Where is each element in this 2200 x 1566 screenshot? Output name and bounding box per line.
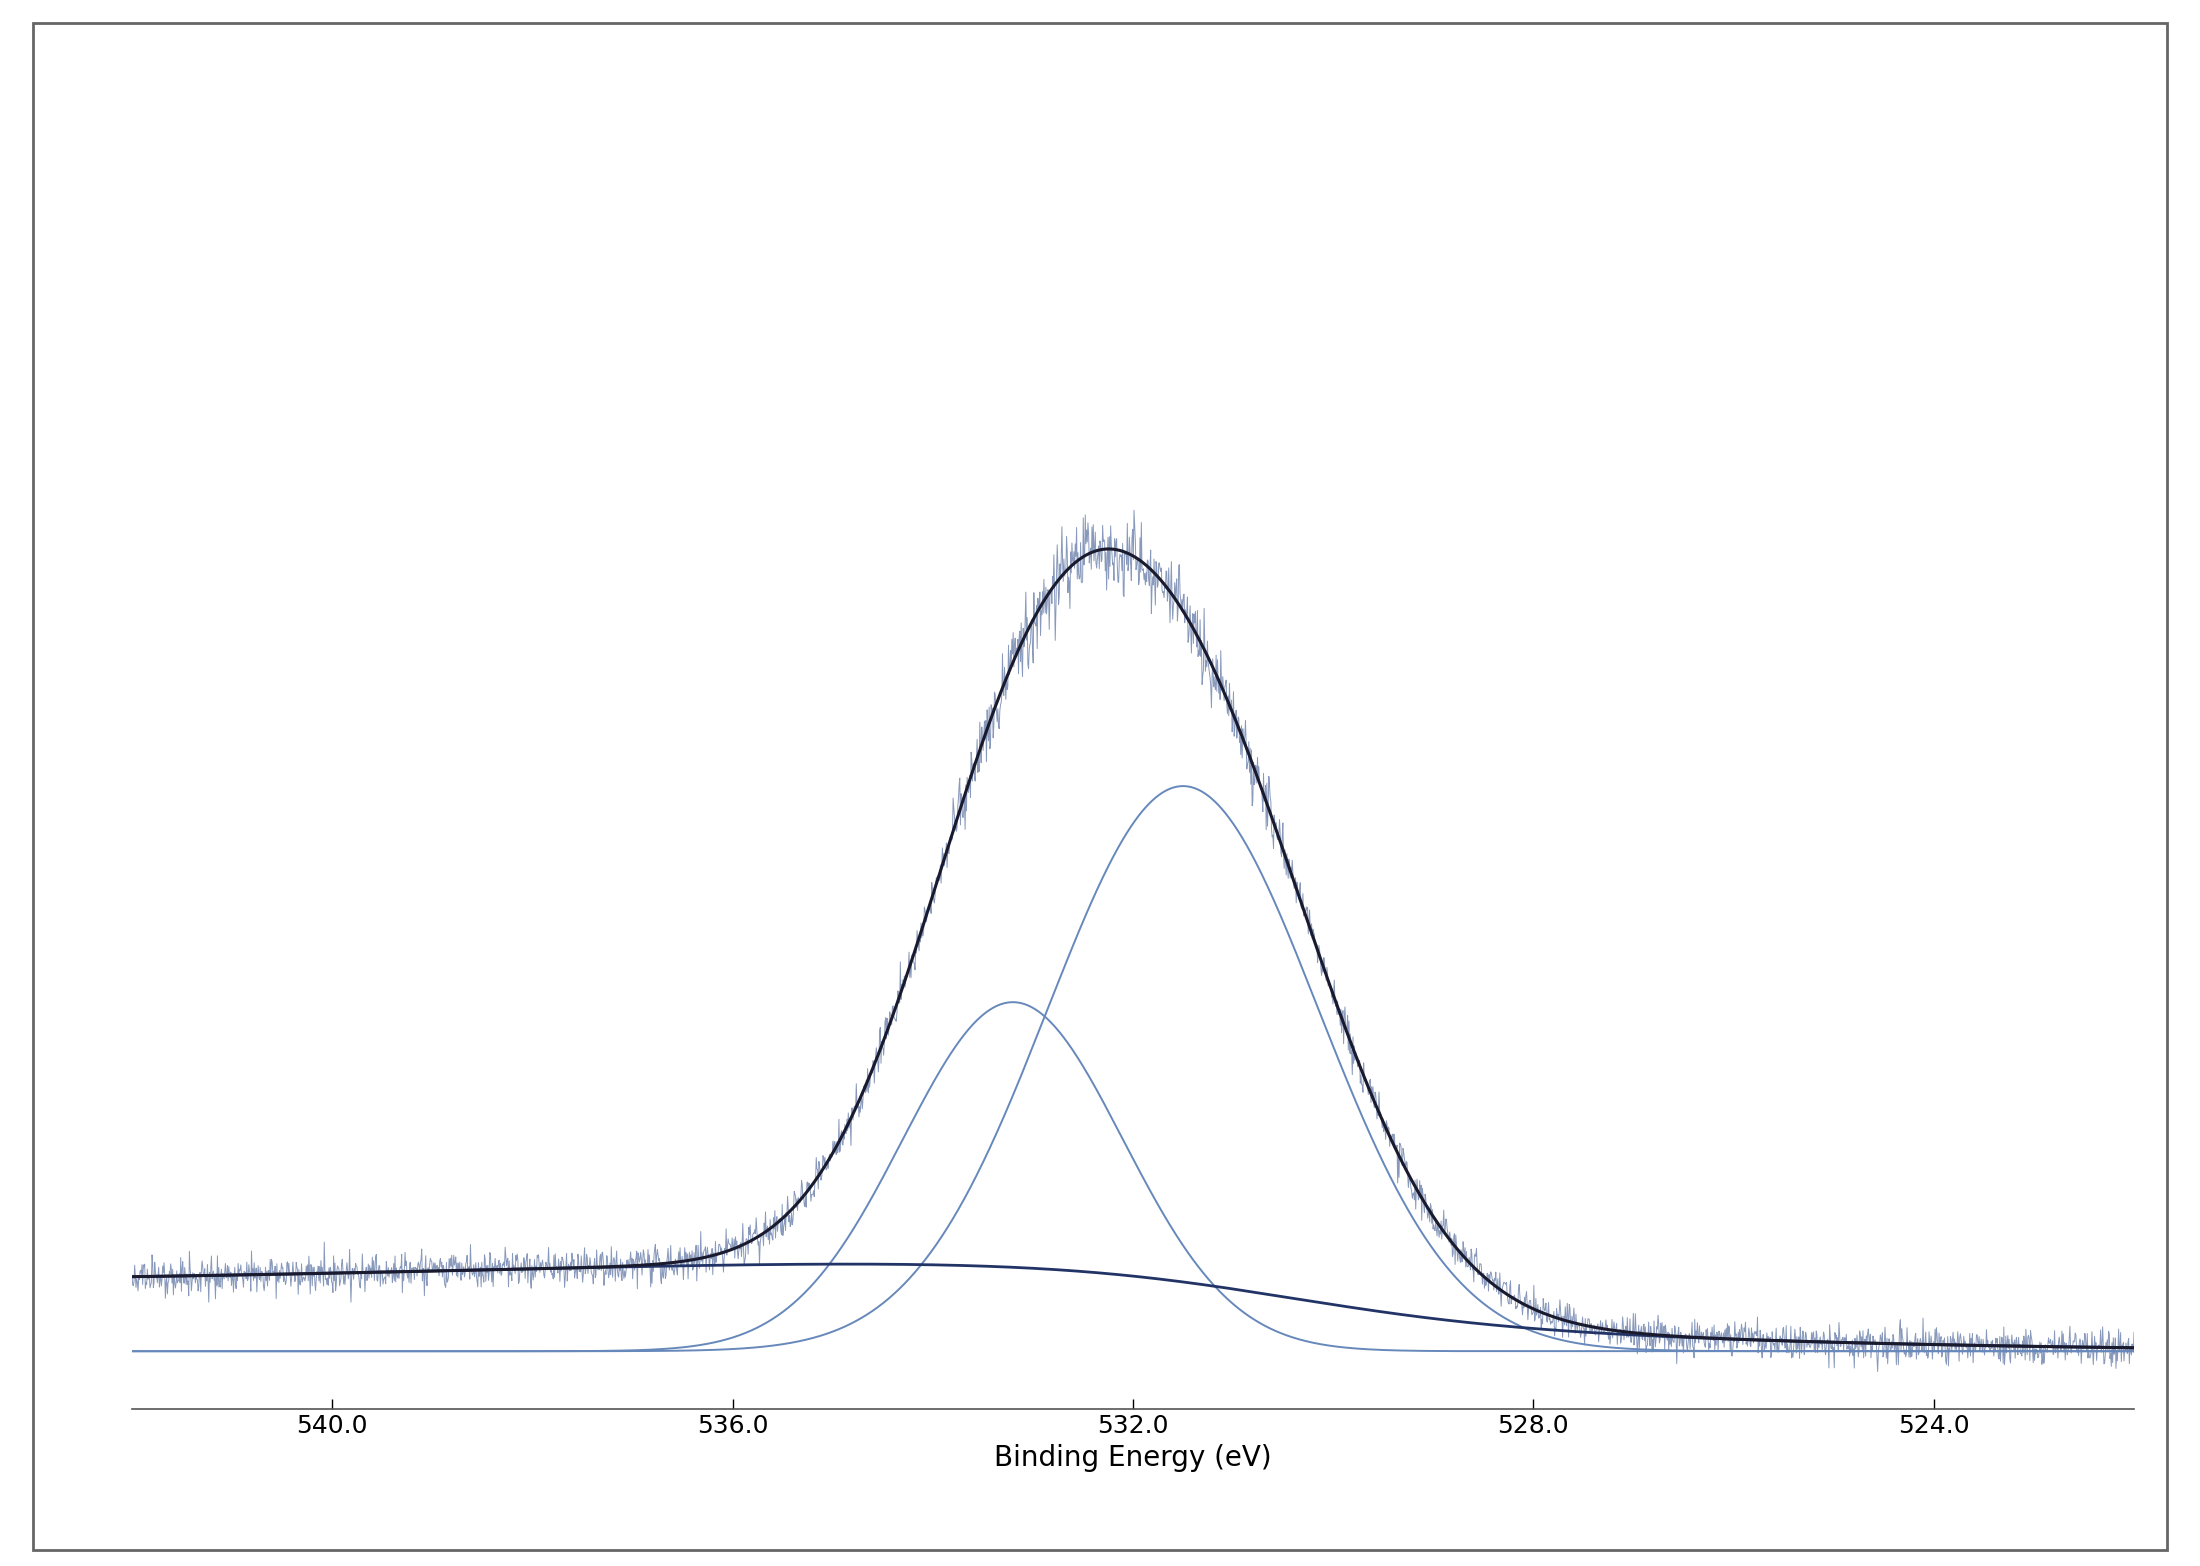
X-axis label: Binding Energy (eV): Binding Energy (eV)	[994, 1444, 1272, 1472]
